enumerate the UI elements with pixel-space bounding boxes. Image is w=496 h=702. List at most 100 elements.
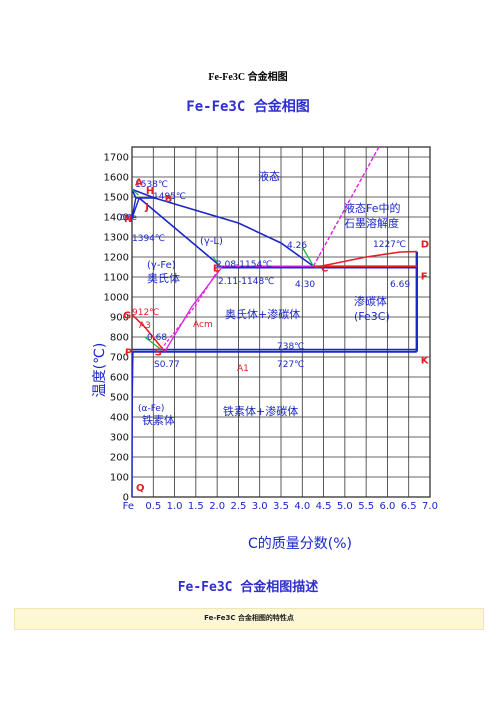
line-nj	[131, 197, 140, 219]
line-cd	[314, 250, 417, 269]
line-je	[138, 197, 223, 269]
label-t1495: 1495℃	[153, 192, 186, 202]
x-tick-label: 5.5	[358, 501, 374, 512]
label-c426: 4.26	[287, 241, 307, 251]
x-tick-label: 1.5	[188, 501, 204, 512]
label-gamma-l: (γ-L)	[200, 236, 223, 247]
y-tick-label: 600	[110, 373, 129, 384]
page-title: Fe-Fe3C 合金相图	[208, 72, 288, 83]
x-tick-label: 3.0	[252, 501, 268, 512]
label-a1: A1	[237, 364, 249, 374]
label-t1394: 1394℃	[132, 234, 165, 244]
x-tick-label: 5.0	[337, 501, 353, 512]
label-aus-cem: 奥氏体+渗碳体	[225, 307, 300, 321]
label-c669: 6.69	[390, 280, 410, 290]
x-tick-labels: Fe 0.5 1.0 1.5 2.0 2.5 3.0 3.5 4.0 4.5 5.0 5.5 6.0 6.…	[123, 501, 438, 512]
label-e-line: 2.08-1154℃	[216, 260, 272, 270]
y-tick-label: 100	[110, 473, 129, 484]
y-tick-label: 1000	[104, 293, 129, 304]
y-tick-label: 400	[110, 413, 129, 424]
label-liquid: 液态	[258, 169, 280, 183]
label-t1227: 1227℃	[373, 240, 406, 250]
line-gs	[131, 314, 166, 353]
label-alpha-fe: (α-Fe)	[138, 404, 164, 414]
x-tick-label: 1.0	[167, 501, 183, 512]
line-green-e	[212, 256, 221, 267]
x-tick-label: 2.5	[230, 501, 246, 512]
label-graphite: 石墨溶解度	[344, 216, 399, 230]
x-tick-label: 2.0	[209, 501, 225, 512]
label-gamma-fe: (γ-Fe)	[147, 260, 176, 271]
label-t727: 727℃	[277, 360, 304, 370]
fe-fe3c-phase-diagram: Fe 0.5 1.0 1.5 2.0 2.5 3.0 3.5 4.0 4.5 5.0 5.5 6.0 6.…	[92, 146, 438, 552]
label-fe3c: (Fe3C)	[354, 310, 390, 323]
label-c430: 4.30	[295, 280, 315, 290]
point-letter-F: F	[421, 271, 428, 282]
label-austenite: 奥氏体	[147, 271, 180, 285]
y-tick-label: 200	[110, 453, 129, 464]
y-tick-label: 1200	[104, 253, 129, 264]
point-letter-J: J	[144, 202, 149, 213]
x-tick-label: 0.5	[145, 501, 161, 512]
x-tick-label: 6.0	[379, 501, 395, 512]
line-pq	[131, 351, 134, 498]
label-cementite: 渗碳体	[354, 294, 387, 308]
point-letter-P: P	[125, 348, 132, 359]
section-title: Fe-Fe3C 合金相图描述	[177, 580, 319, 595]
y-axis-label: 温度(℃)	[92, 343, 108, 398]
x-tick-label: 3.5	[273, 501, 289, 512]
y-tick-label: 1500	[104, 193, 129, 204]
line-se	[164, 267, 223, 352]
y-tick-label: 0	[123, 493, 129, 504]
x-tick-label: 4.5	[316, 501, 332, 512]
y-tick-label: 500	[110, 393, 129, 404]
point-letter-B: B	[165, 194, 173, 205]
point-letter-S: S	[155, 348, 162, 359]
label-t738: 738℃	[277, 342, 304, 352]
point-letter-K: K	[421, 356, 430, 367]
point-letter-G: G	[123, 311, 131, 322]
label-liquid-fe: 液态Fe中的	[344, 201, 401, 215]
label-t912: 912℃	[132, 308, 159, 318]
line-graphite	[312, 146, 380, 267]
y-tick-label: 300	[110, 433, 129, 444]
point-letter-C: C	[321, 263, 328, 274]
line-green-c	[301, 246, 314, 267]
y-tick-label: 1400	[104, 213, 129, 224]
label-a3: A3	[139, 321, 151, 331]
label-c068: 0.68	[147, 333, 167, 343]
feature-bar: Fe-Fe3C 合金相图的特性点	[14, 608, 484, 630]
label-delta-fe: δ-Fe	[120, 213, 137, 222]
y-tick-label: 1300	[104, 233, 129, 244]
line-ah	[131, 189, 137, 199]
point-letter-D: D	[421, 240, 429, 251]
point-letters: AHJ B N E C D F G P S K Q	[123, 177, 430, 494]
x-tick-label: 7.0	[422, 501, 438, 512]
label-fer-cem: 铁素体+渗碳体	[223, 404, 298, 418]
label-ferrite: 铁素体	[142, 413, 175, 427]
diagram-title: Fe-Fe3C 合金相图	[186, 99, 310, 115]
point-letter-N: N	[124, 214, 132, 225]
y-tick-label: 900	[110, 313, 129, 324]
y-tick-label: 1600	[104, 173, 129, 184]
point-letter-Q: Q	[136, 483, 145, 494]
x-tick-label: 4.0	[294, 501, 310, 512]
y-tick-label: 700	[110, 353, 129, 364]
point-letter-E: E	[213, 263, 220, 274]
x-tick-label: Fe	[123, 501, 134, 512]
y-tick-labels: 0 100 200 300 400 500 600 700 800 900 1000 1100 1200…	[104, 153, 129, 504]
point-letter-A: A	[135, 177, 143, 188]
label-acm: Acm	[193, 320, 213, 330]
label-t1538: 1538℃	[135, 180, 168, 190]
y-tick-label: 1100	[104, 273, 129, 284]
point-letter-H: H	[146, 186, 154, 197]
y-tick-label: 800	[110, 333, 129, 344]
line-green-s	[144, 336, 162, 350]
label-e-line2: 2.11-1148℃	[218, 277, 274, 287]
y-tick-label: 1700	[104, 153, 129, 164]
x-tick-label: 6.5	[401, 501, 417, 512]
label-s077: S0.77	[154, 360, 180, 370]
line-green-a	[131, 188, 139, 196]
phase-lines	[131, 146, 418, 498]
line-liquidus	[131, 188, 316, 269]
